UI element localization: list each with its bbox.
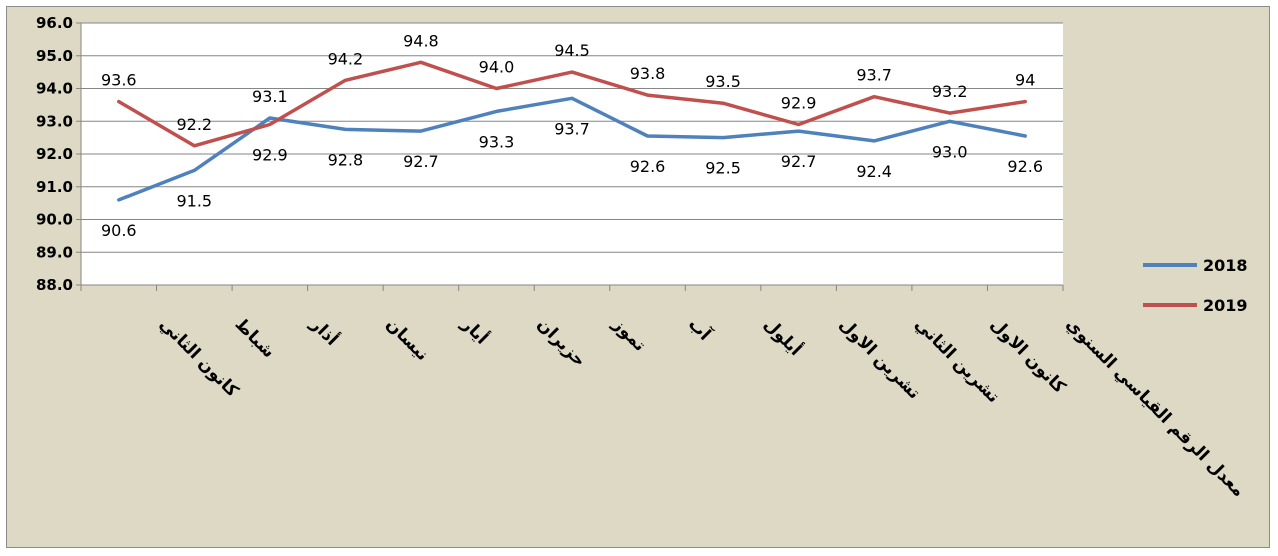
x-category-label: كانون الاول (986, 314, 1069, 397)
y-tick-label: 96.0 (36, 14, 73, 32)
data-label-2019: 93.5 (705, 72, 741, 91)
x-category-label: تموز (608, 314, 650, 356)
y-tick-label: 91.0 (36, 178, 73, 196)
data-label-2018: 92.6 (1007, 157, 1043, 176)
data-label-2019: 94.2 (328, 49, 364, 68)
x-category-label: نيسان (382, 314, 433, 365)
y-tick-label: 95.0 (36, 47, 73, 65)
data-label-2018: 92.5 (705, 159, 741, 178)
x-category-label: كانون الثاني (155, 314, 242, 401)
data-label-2018: 92.8 (328, 150, 364, 169)
data-label-2018: 93.7 (554, 119, 590, 138)
data-label-2019: 93.7 (856, 66, 892, 85)
data-label-2019: 93.6 (101, 71, 137, 90)
data-label-2018: 91.5 (176, 191, 212, 210)
data-label-2019: 94.8 (403, 31, 439, 50)
y-tick-label: 94.0 (36, 80, 73, 98)
data-label-2018: 90.6 (101, 221, 137, 240)
data-label-2018: 93.0 (932, 142, 968, 161)
data-label-2019: 93.2 (932, 82, 968, 101)
data-label-2019: 93.8 (630, 64, 666, 83)
data-label-2019: 92.9 (781, 94, 817, 113)
series-line-2018 (117, 96, 1027, 202)
data-label-2018: 92.7 (403, 152, 439, 171)
x-category-label: حزيران (533, 314, 590, 371)
data-label-2018: 92.4 (856, 162, 892, 181)
x-category-label: أذار (306, 312, 344, 350)
x-category-label: آب (684, 313, 717, 346)
data-label-2019: 94 (1015, 71, 1035, 90)
x-category-label: أيار (457, 312, 493, 348)
line-chart: 88.0 89.0 90.0 91.0 92.0 93.0 94.0 95.0 96.0 93.… (36, 14, 1249, 501)
data-label-2019: 94.0 (479, 58, 515, 77)
x-category-label: أيلول (760, 313, 807, 360)
data-label-2019: 92.2 (176, 115, 212, 134)
series-line-2019 (117, 60, 1027, 148)
data-label-2018: 92.7 (781, 152, 817, 171)
data-label-2019: 92.9 (252, 146, 288, 165)
y-tick-label: 89.0 (36, 243, 73, 261)
legend-label-2019: 2019 (1203, 296, 1248, 315)
legend-label-2018: 2018 (1203, 256, 1248, 275)
x-category-label: معدل الرقم القياسي السنوي (1062, 314, 1249, 501)
y-tick-label: 93.0 (36, 112, 73, 130)
y-tick-label: 90.0 (36, 211, 73, 229)
y-tick-label: 88.0 (36, 276, 73, 294)
data-label-2018: 93.1 (252, 87, 288, 106)
x-category-label: شباط (231, 314, 279, 362)
y-tick-label: 92.0 (36, 145, 73, 163)
chart-frame: 88.0 89.0 90.0 91.0 92.0 93.0 94.0 95.0 96.0 93.… (6, 6, 1270, 548)
data-label-2018: 93.3 (479, 132, 515, 151)
data-label-2018: 92.6 (630, 157, 666, 176)
data-label-2019: 94.5 (554, 41, 590, 60)
